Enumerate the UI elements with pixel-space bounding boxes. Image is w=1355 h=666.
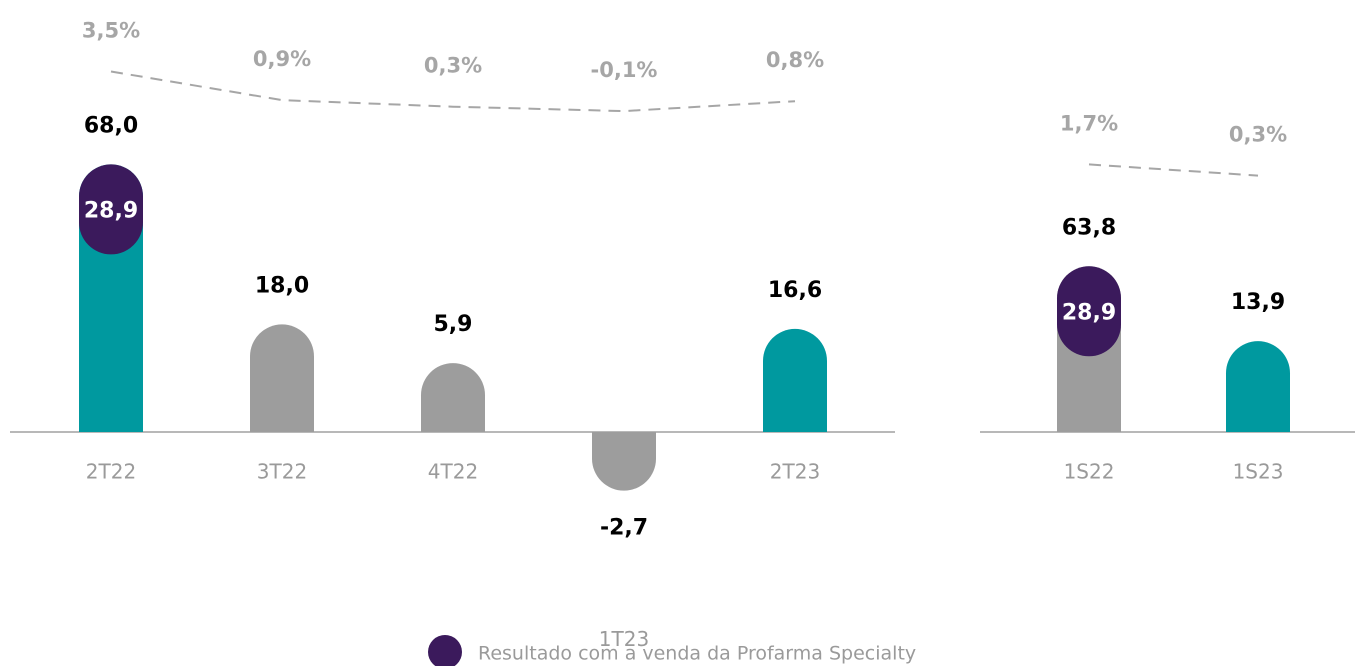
- value-label: -2,7: [600, 516, 648, 541]
- margin-label: 0,3%: [424, 54, 482, 78]
- margin-label: 3,5%: [82, 19, 140, 43]
- margin-label: 0,8%: [766, 48, 824, 72]
- bar: [592, 432, 656, 491]
- x-tick-label: 1S22: [1064, 460, 1115, 484]
- x-tick-label: 1T23: [599, 627, 649, 651]
- x-tick-label: 1S23: [1233, 460, 1284, 484]
- margin-label: -0,1%: [591, 58, 658, 82]
- value-label: 13,9: [1231, 290, 1285, 315]
- highlight-label: 28,9: [1062, 300, 1116, 325]
- margin-line: [110, 70, 796, 113]
- x-tick-label: 4T22: [428, 460, 478, 484]
- x-tick-label: 2T23: [770, 460, 820, 484]
- legend-label: Resultado com a venda da Profarma Specia…: [478, 643, 916, 665]
- margin-label: 1,7%: [1060, 111, 1118, 135]
- value-label: 68,0: [84, 113, 138, 138]
- legend-swatch: [428, 635, 462, 666]
- bar: [250, 324, 314, 432]
- value-label: 63,8: [1062, 215, 1116, 240]
- bar: [763, 328, 827, 432]
- margin-label: 0,9%: [253, 47, 311, 71]
- value-label: 18,0: [255, 273, 309, 298]
- highlight-bar: [79, 164, 143, 255]
- value-label: 16,6: [768, 278, 822, 303]
- highlight-bar: [1057, 266, 1121, 357]
- x-tick-label: 3T22: [257, 460, 307, 484]
- value-label: 5,9: [434, 312, 473, 337]
- bar: [1226, 341, 1290, 432]
- x-tick-label: 2T22: [86, 460, 136, 484]
- margin-line: [1088, 163, 1259, 177]
- bar: [421, 363, 485, 432]
- margin-label: 0,3%: [1229, 123, 1287, 147]
- highlight-label: 28,9: [84, 198, 138, 223]
